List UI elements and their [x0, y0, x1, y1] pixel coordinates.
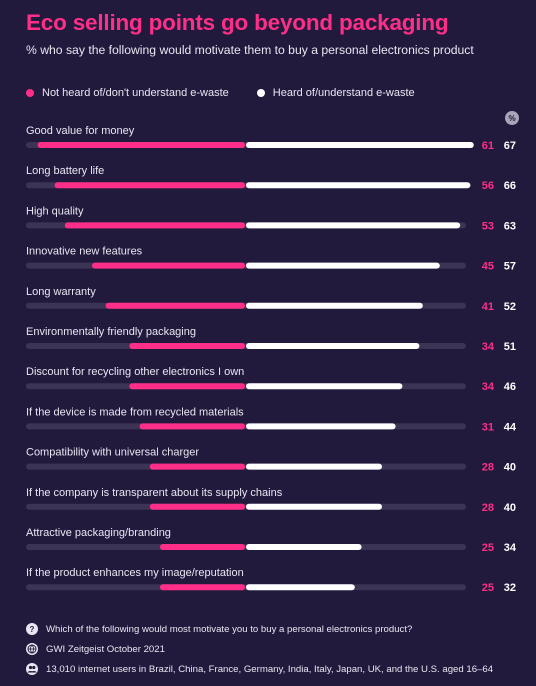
- value-label-not-heard: 31: [482, 421, 494, 433]
- bar-heard: [246, 503, 382, 510]
- legend: Not heard of/don't understand e-waste He…: [26, 87, 443, 99]
- value-label-heard: 40: [504, 502, 516, 514]
- value-label-heard: 52: [504, 301, 516, 313]
- bar-not-heard: [149, 463, 245, 470]
- bar-not-heard: [149, 503, 245, 510]
- bar-not-heard: [160, 584, 245, 591]
- legend-item-heard: Heard of/understand e-waste: [256, 87, 415, 99]
- bar-not-heard: [139, 423, 245, 430]
- category-label: Good value for money: [26, 125, 135, 137]
- value-label-not-heard: 56: [482, 180, 494, 192]
- percent-badge: %: [505, 111, 519, 125]
- white-dot-icon: [256, 89, 265, 97]
- value-label-not-heard: 25: [482, 582, 494, 594]
- value-label-heard: 34: [504, 542, 517, 554]
- value-label-not-heard: 53: [482, 220, 494, 232]
- value-label-not-heard: 61: [482, 140, 494, 152]
- bar-heard: [246, 343, 420, 349]
- category-label: High quality: [26, 205, 84, 217]
- bar-heard: [246, 423, 396, 430]
- bar-heard: [246, 222, 461, 229]
- value-label-heard: 40: [504, 462, 516, 474]
- value-label-not-heard: 45: [482, 261, 494, 273]
- bar-heard: [246, 544, 362, 550]
- bar-not-heard: [129, 383, 245, 390]
- value-label-not-heard: 34: [482, 341, 495, 353]
- footer-question-text: Which of the following would most motiva…: [46, 623, 413, 635]
- bar-heard: [246, 383, 403, 390]
- category-label: Attractive packaging/branding: [26, 527, 171, 539]
- bar-heard: [246, 182, 471, 189]
- category-label: Discount for recycling other electronics…: [26, 366, 244, 378]
- category-label: Environmentally friendly packaging: [26, 326, 196, 338]
- category-label: Compatibility with universal charger: [26, 447, 199, 459]
- bar-not-heard: [37, 142, 245, 148]
- bar-not-heard: [92, 262, 245, 269]
- legend-item-not-heard: Not heard of/don't understand e-waste: [26, 87, 229, 99]
- bar-heard: [246, 262, 440, 269]
- bar-not-heard: [105, 302, 245, 309]
- bar-heard: [246, 584, 355, 591]
- value-label-heard: 63: [504, 220, 516, 232]
- globe-icon: [26, 643, 38, 655]
- legend-label-heard: Heard of/understand e-waste: [272, 87, 415, 99]
- bar-not-heard: [54, 182, 245, 189]
- value-label-not-heard: 28: [482, 502, 494, 514]
- category-label: If the company is transparent about its …: [26, 487, 283, 499]
- bar-not-heard: [160, 544, 245, 550]
- legend-label-not-heard: Not heard of/don't understand e-waste: [42, 87, 229, 99]
- footer-source-text: GWI Zeitgeist October 2021: [46, 643, 165, 655]
- bar-not-heard: [129, 343, 245, 349]
- value-label-heard: 57: [504, 261, 516, 273]
- value-label-not-heard: 25: [482, 542, 494, 554]
- value-label-heard: 66: [504, 180, 516, 192]
- category-label: Innovative new features: [26, 246, 143, 258]
- value-label-heard: 67: [504, 140, 516, 152]
- value-label-heard: 51: [504, 341, 516, 353]
- category-label: If the product enhances my image/reputat…: [26, 567, 244, 579]
- category-label: If the device is made from recycled mate…: [26, 406, 244, 418]
- bar-chart: Good value for money 61 67 Long battery lif…: [26, 125, 517, 594]
- value-label-not-heard: 28: [482, 462, 494, 474]
- value-label-heard: 44: [504, 421, 517, 433]
- category-label: Long battery life: [26, 165, 104, 177]
- value-label-heard: 46: [504, 381, 516, 393]
- bar-heard: [246, 463, 382, 470]
- footer-question: ? Which of the following would most moti…: [26, 623, 412, 635]
- value-label-not-heard: 41: [482, 301, 494, 313]
- chart-subtitle: % who say the following would motivate t…: [26, 43, 474, 57]
- value-label-not-heard: 34: [482, 381, 495, 393]
- footer-sample: 13,010 internet users in Brazil, China, …: [26, 663, 493, 675]
- people-icon: [26, 663, 38, 675]
- category-label: Long warranty: [26, 286, 96, 298]
- chart-title: Eco selling points go beyond packaging: [26, 10, 449, 35]
- footer-source: GWI Zeitgeist October 2021: [26, 643, 165, 655]
- bar-not-heard: [64, 222, 245, 229]
- pink-dot-icon: [26, 89, 34, 97]
- bar-heard: [246, 302, 423, 309]
- value-label-heard: 32: [504, 582, 516, 594]
- question-icon: ?: [26, 623, 38, 635]
- bar-heard: [246, 142, 474, 148]
- footer-sample-text: 13,010 internet users in Brazil, China, …: [46, 663, 494, 675]
